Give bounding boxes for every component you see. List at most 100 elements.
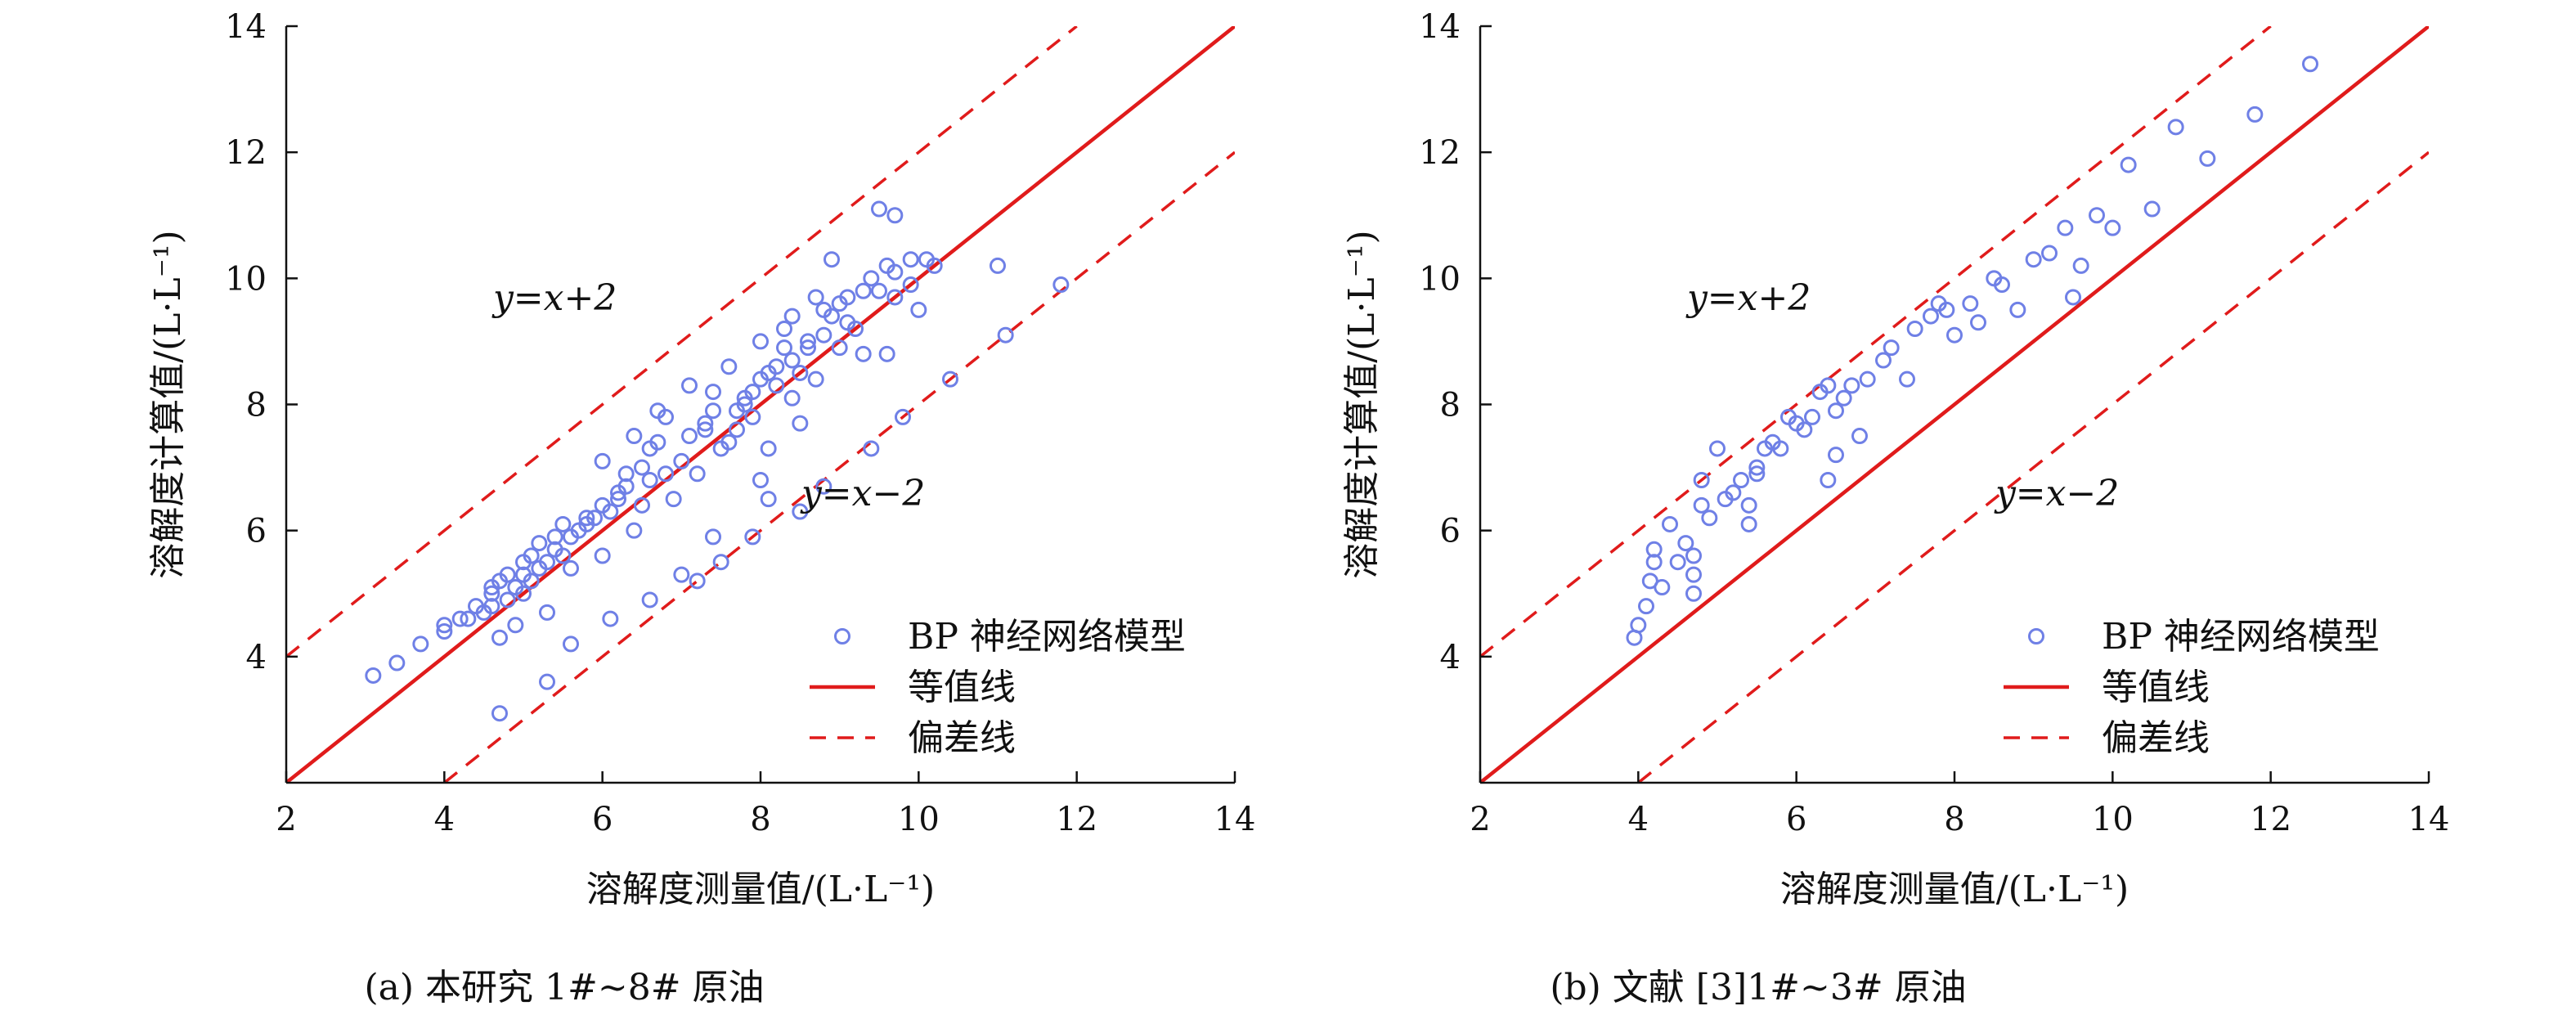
data-point (902, 276, 919, 294)
data-point (1630, 617, 1647, 634)
data-point (1962, 295, 1979, 312)
data-point (1899, 371, 1915, 388)
data-point (760, 491, 777, 508)
data-point (997, 326, 1014, 344)
x-tick-label: 8 (750, 801, 770, 838)
data-point (871, 282, 887, 299)
data-point (641, 591, 658, 609)
data-point (863, 440, 880, 457)
data-point (491, 705, 508, 722)
data-point (1709, 440, 1726, 457)
data-point (2009, 301, 2026, 318)
data-point (626, 428, 643, 445)
panel-caption: (b) 文献 [3]1#~3# 原油 (1550, 967, 1966, 1008)
data-point (451, 610, 469, 627)
data-point (990, 257, 1006, 274)
data-point (886, 289, 904, 306)
x-tick-label: 10 (2092, 801, 2134, 838)
data-point (1875, 352, 1892, 369)
y-tick-label: 10 (225, 260, 267, 298)
data-point (760, 440, 777, 457)
data-point (610, 491, 626, 508)
data-point (1748, 465, 1766, 483)
data-point (1843, 377, 1860, 394)
x-axis-title: 溶解度测量值/(L·L⁻¹) (586, 869, 935, 910)
data-point (2143, 200, 2161, 218)
line-equation-label: y=x−2 (1994, 473, 2119, 514)
data-point (729, 421, 745, 438)
data-point (744, 408, 761, 425)
data-point (1938, 301, 1955, 318)
data-point (1804, 408, 1820, 425)
data-point (1645, 554, 1663, 571)
y-axis-title: 溶解度计算值/(L·L⁻¹) (1341, 230, 1383, 578)
legend-point-marker (2028, 628, 2044, 644)
legend-label-deviation: 偏差线 (908, 717, 1016, 759)
data-point (752, 472, 769, 488)
line-equation-label: y=x−2 (800, 473, 925, 514)
data-point (594, 452, 611, 469)
data-point (602, 503, 619, 520)
equal-value-line (1480, 26, 2429, 783)
data-point (1883, 339, 1900, 357)
data-point (926, 257, 943, 274)
data-point (1796, 421, 1813, 438)
data-point (878, 345, 895, 362)
y-tick-label: 4 (246, 639, 267, 676)
data-point (855, 282, 872, 299)
data-point (2089, 207, 2105, 224)
scatter-points (1626, 56, 2318, 646)
data-point (824, 308, 840, 325)
data-point (554, 515, 572, 532)
deviation-line (1637, 150, 2429, 783)
panel-caption: (a) 本研究 1#~8# 原油 (364, 967, 764, 1008)
data-point (697, 415, 714, 432)
data-point (847, 321, 864, 337)
data-point (752, 333, 769, 350)
data-point (483, 585, 500, 602)
data-point (855, 345, 872, 362)
data-point (507, 617, 524, 634)
data-point (910, 301, 927, 318)
data-point (1693, 472, 1710, 488)
data-point (1677, 535, 1694, 552)
data-point (523, 547, 540, 564)
x-tick-label: 12 (1056, 801, 1097, 838)
chart-panel-2: 2 4 6 8 10 12 14 4 6 8 10 12 14 溶解度测量值/(L·L⁻¹) 溶解度计算值/… (1341, 8, 2449, 1008)
data-point (1685, 585, 1702, 602)
x-tick-label: 6 (592, 801, 613, 838)
data-point (602, 610, 619, 627)
data-point (673, 452, 690, 469)
data-point (783, 352, 801, 369)
data-point (1970, 314, 1986, 331)
data-point (499, 591, 516, 609)
x-tick-label: 8 (1944, 801, 1964, 838)
data-point (1740, 515, 1757, 532)
data-point (807, 371, 824, 388)
reference-lines (286, 26, 1235, 783)
data-point (1835, 389, 1852, 406)
x-tick-label: 2 (1470, 801, 1490, 838)
y-tick-label: 12 (225, 134, 267, 172)
data-point (736, 396, 753, 413)
data-point (1859, 371, 1876, 388)
data-point (2167, 119, 2184, 136)
data-point (2104, 219, 2121, 236)
data-point (942, 371, 958, 388)
data-point (2199, 150, 2216, 167)
legend-label-equal: 等值线 (908, 667, 1016, 708)
data-point (807, 289, 824, 306)
y-tick-label: 8 (246, 387, 267, 424)
data-point (863, 270, 880, 287)
data-point (2025, 251, 2042, 268)
data-point (871, 200, 887, 218)
legend-label-points: BP 神经网络模型 (2102, 616, 2380, 658)
x-tick-label: 2 (276, 801, 296, 838)
data-point (483, 598, 500, 615)
data-point (649, 433, 666, 451)
data-point (539, 604, 555, 621)
x-tick-label: 14 (1214, 801, 1256, 838)
data-point (1701, 510, 1718, 527)
data-point (792, 415, 809, 432)
